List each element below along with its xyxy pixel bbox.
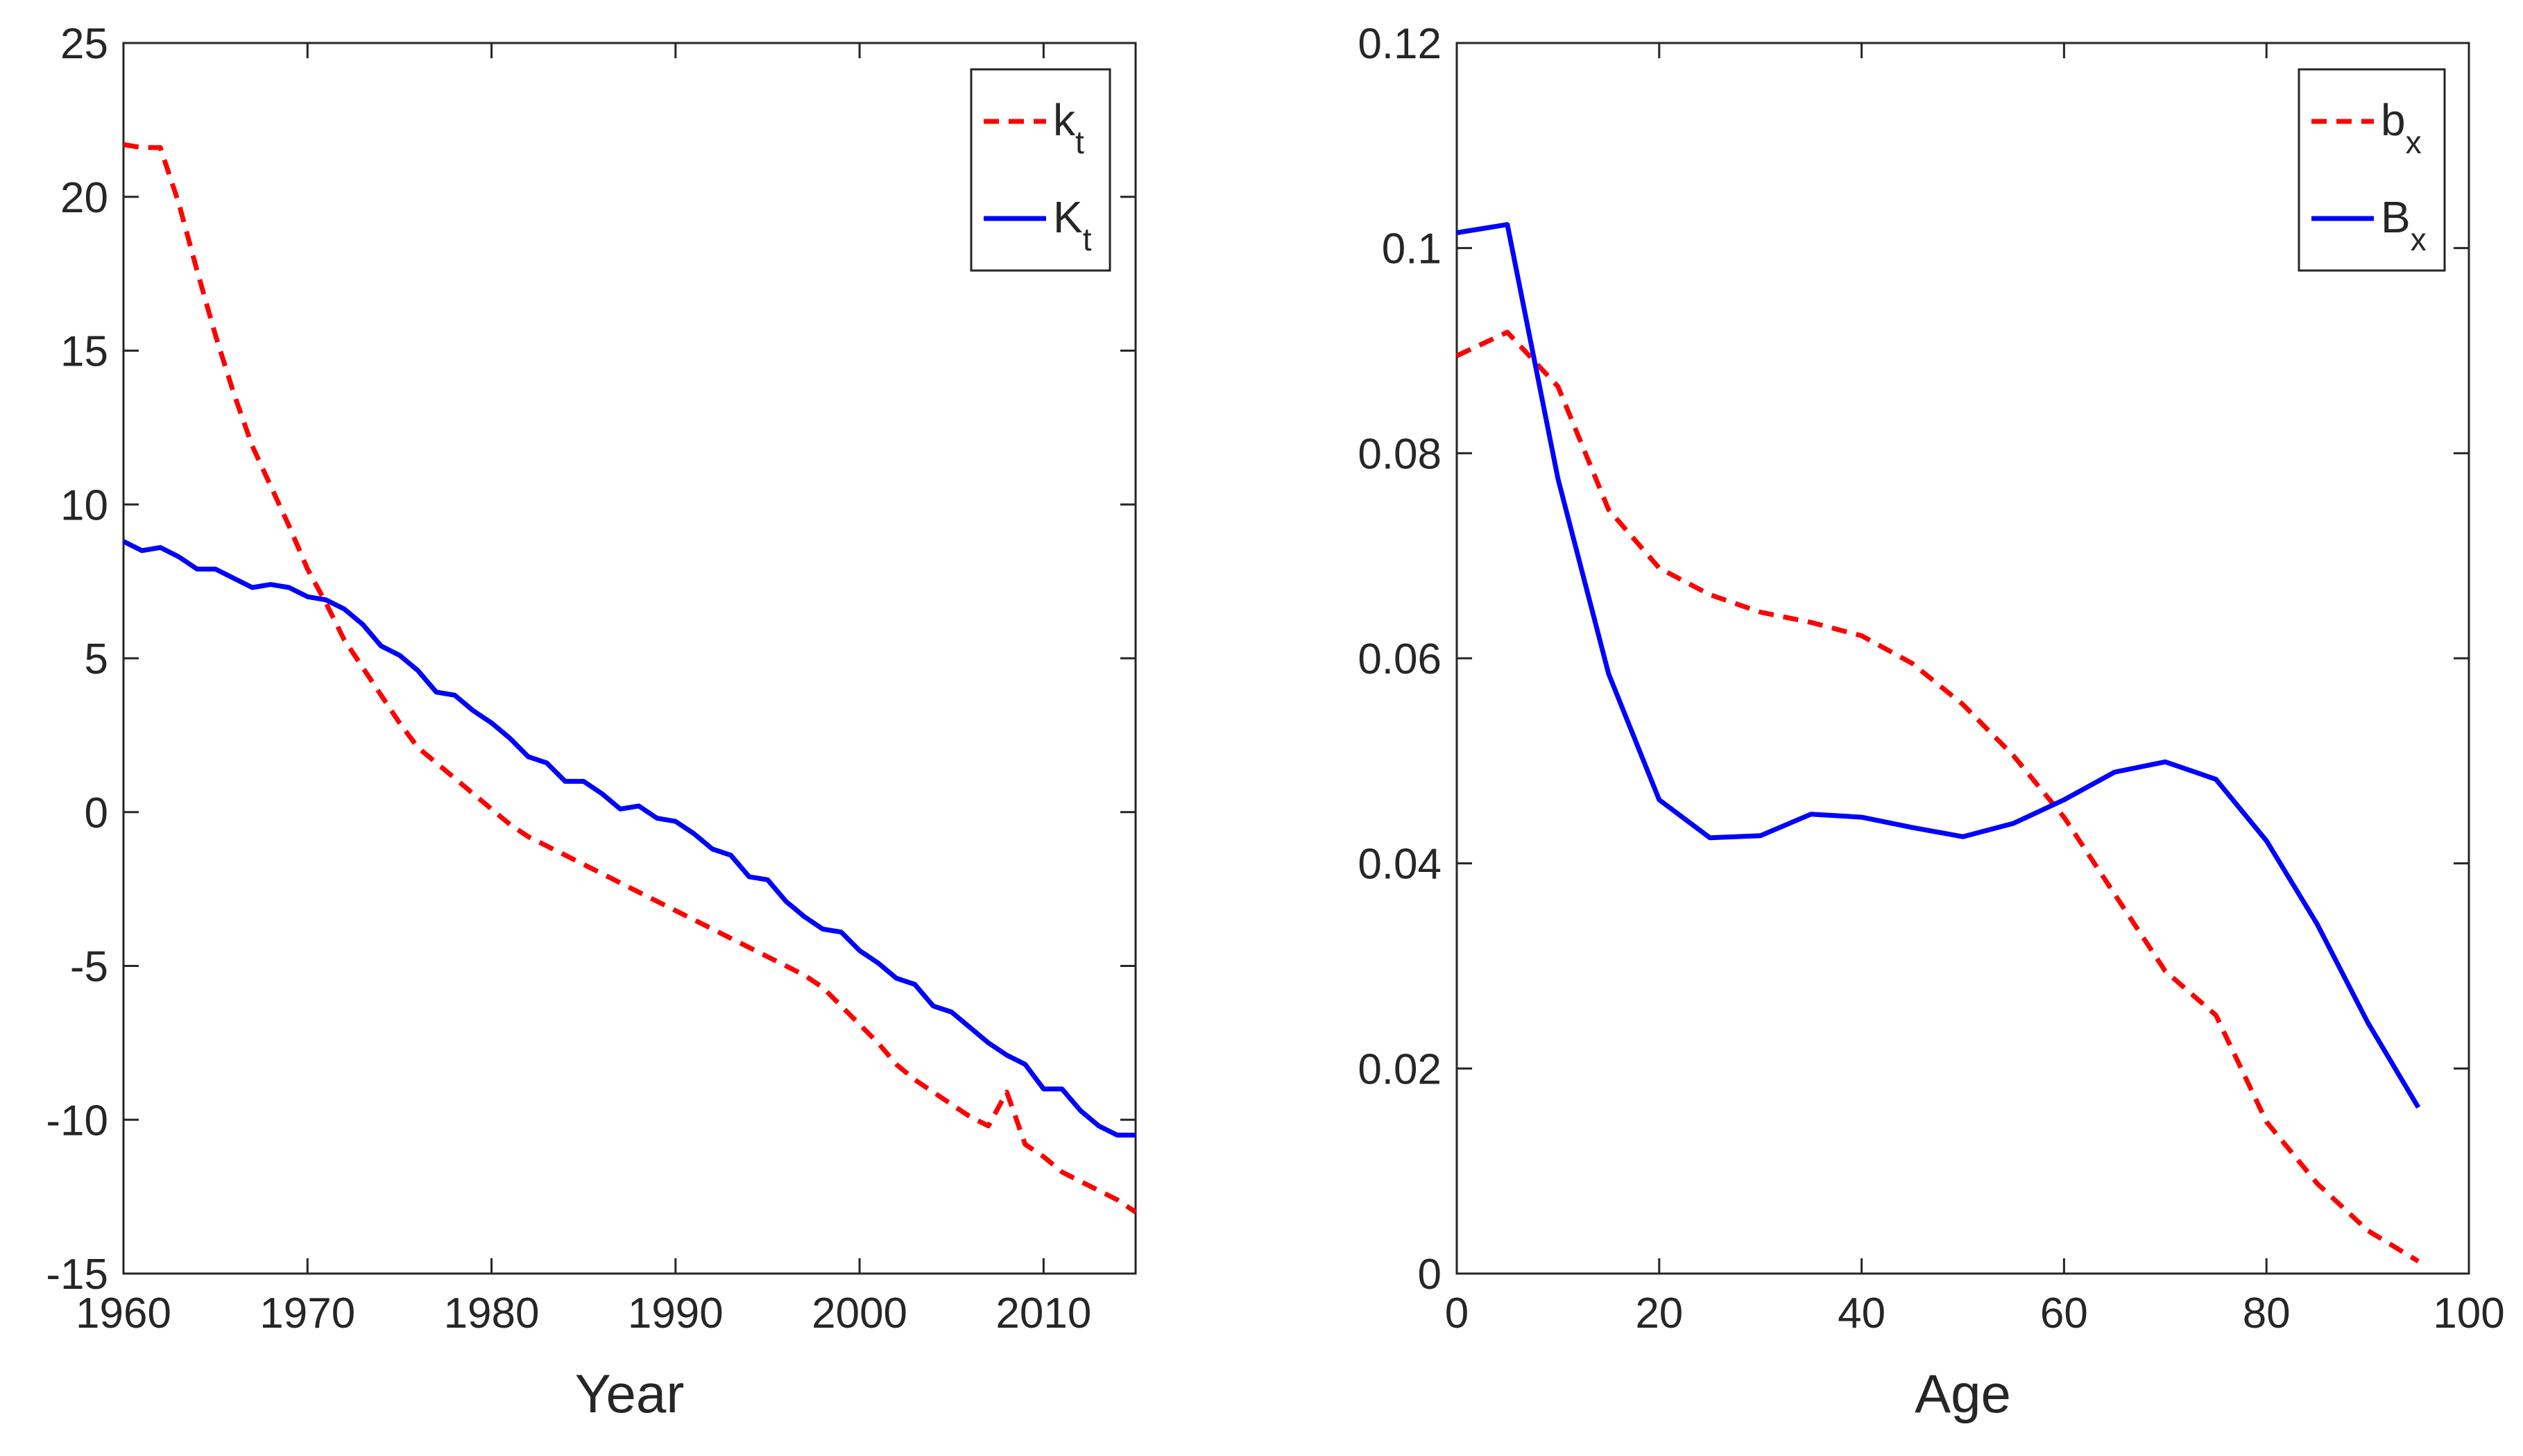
y-tick-label: 0.02 bbox=[1358, 1045, 1442, 1093]
age-panel: 0 20 40 60 80 100 0 0.02 0.04 0.06 0.08 0.1 0.12 Age b… bbox=[1358, 20, 2504, 1424]
legend-label-subscript: x bbox=[2406, 124, 2422, 160]
legend-box bbox=[2298, 68, 2446, 272]
legend-label: Bx bbox=[2381, 192, 2427, 257]
y-tick-label: 15 bbox=[60, 328, 108, 376]
x-tick-label: 1960 bbox=[76, 1290, 171, 1337]
legend-label: kt bbox=[1053, 95, 1084, 160]
series-line-k-t-dashed bbox=[123, 142, 1137, 1215]
y-tick-label: -15 bbox=[46, 1251, 108, 1299]
legend-label-main: k bbox=[1053, 95, 1076, 145]
y-tick-label: 0 bbox=[1418, 1251, 1442, 1299]
legend-label-main: K bbox=[1053, 192, 1083, 242]
x-tick-label: 0 bbox=[1445, 1290, 1469, 1337]
x-tick-label: 2000 bbox=[812, 1290, 907, 1337]
y-tick-label: -5 bbox=[70, 943, 108, 991]
y-tick-label: 0.04 bbox=[1358, 841, 1442, 889]
x-tick-label: 1990 bbox=[628, 1290, 724, 1337]
x-axis-label: Age bbox=[1915, 1363, 2011, 1424]
y-tick-label: 20 bbox=[60, 174, 108, 222]
legend-label-subscript: t bbox=[1075, 124, 1084, 160]
legend-box bbox=[970, 68, 1111, 272]
y-tick-label: 0.06 bbox=[1358, 635, 1442, 683]
legend-label: bx bbox=[2381, 95, 2422, 160]
y-tick-label: 0.08 bbox=[1358, 430, 1442, 478]
y-tick-label: 0.1 bbox=[1382, 225, 1442, 273]
legend-label-subscript: x bbox=[2411, 221, 2427, 257]
series-line-b-x-solid bbox=[1456, 222, 2421, 1109]
y-tick-label: 0.12 bbox=[1358, 20, 1442, 68]
axes-frame bbox=[122, 42, 1137, 1275]
x-axis-label: Year bbox=[575, 1363, 685, 1424]
legend-label-subscript: t bbox=[1083, 221, 1092, 257]
legend-label-main: b bbox=[2381, 95, 2406, 145]
x-tick-label: 100 bbox=[2433, 1290, 2504, 1337]
series-line-b-x-dashed bbox=[1455, 329, 2420, 1264]
y-tick-label: 5 bbox=[85, 635, 108, 683]
x-tick-label: 1980 bbox=[444, 1290, 540, 1337]
year-panel: 1960 1970 1980 1990 2000 2010 -15 -10 -5 0 5 10 15 20… bbox=[46, 20, 1137, 1424]
y-tick-label: 25 bbox=[60, 20, 108, 68]
x-tick-label: 40 bbox=[1838, 1290, 1885, 1337]
x-tick-label: 2010 bbox=[995, 1290, 1091, 1337]
y-tick-label: 0 bbox=[85, 789, 108, 837]
x-tick-label: 80 bbox=[2243, 1290, 2291, 1337]
x-tick-label: 20 bbox=[1635, 1290, 1683, 1337]
x-tick-label: 1970 bbox=[259, 1290, 355, 1337]
y-tick-label: 10 bbox=[60, 481, 108, 529]
legend-label: Kt bbox=[1053, 192, 1092, 257]
series-line-k-t-solid bbox=[122, 539, 1136, 1138]
y-tick-label: -10 bbox=[46, 1097, 108, 1145]
x-tick-label: 60 bbox=[2040, 1290, 2088, 1337]
legend-label-main: B bbox=[2381, 192, 2411, 242]
